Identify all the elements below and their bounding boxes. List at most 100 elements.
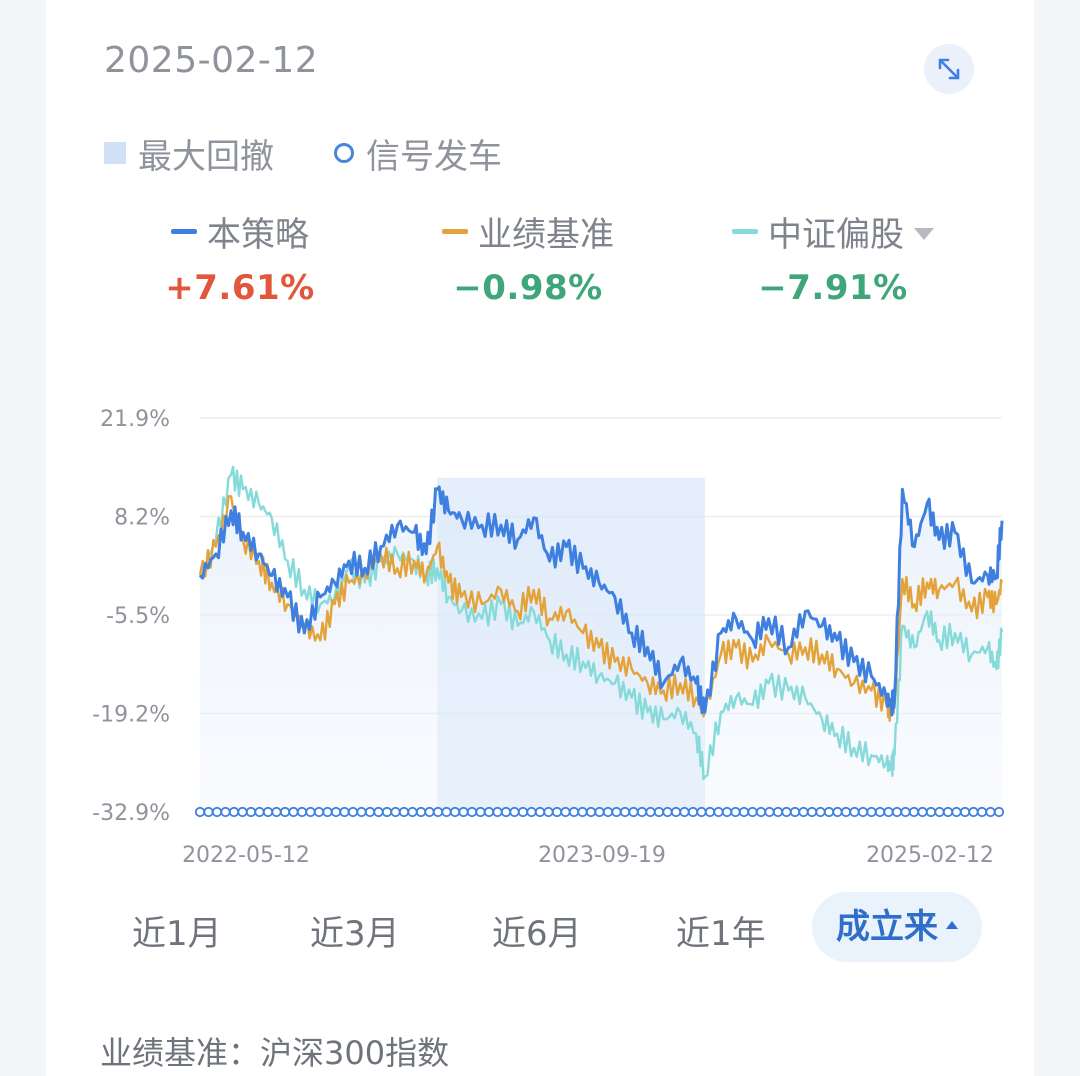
series-summary-fund-index[interactable]: 中证偏股 −7.91% (708, 208, 958, 308)
signal-marker (432, 806, 444, 818)
signal-marker (475, 806, 486, 818)
series-return: +7.61% (165, 268, 315, 308)
signal-marker (925, 806, 937, 818)
period-3m-tab[interactable]: 近3月 (310, 914, 400, 954)
benchmark-note: 业绩基准：沪深300指数 (100, 1034, 450, 1072)
series-line-strategy (198, 485, 1004, 717)
signal-marker (713, 806, 724, 818)
signal-marker (849, 806, 860, 818)
signal-marker (917, 806, 928, 818)
signal-marker (449, 806, 461, 818)
period-6m-tab[interactable]: 近6月 (492, 914, 582, 954)
expand-button[interactable] (924, 44, 974, 94)
signal-marker (985, 806, 996, 818)
signal-marker (339, 806, 350, 818)
signal-marker (237, 806, 248, 818)
signal-marker (942, 806, 954, 818)
signal-marker (959, 806, 971, 818)
signal-marker (602, 806, 614, 818)
signal-marker (721, 806, 733, 818)
signal-marker (832, 806, 843, 818)
signal-marker (322, 806, 333, 818)
signal-marker (509, 806, 520, 818)
signal-marker (857, 806, 869, 818)
signal-marker (364, 806, 376, 818)
signal-marker (381, 806, 393, 818)
x-tick-label: 2025-02-12 (866, 843, 994, 868)
signal-marker (407, 806, 418, 818)
signal-marker (211, 806, 223, 818)
signal-departure-label: 信号发车 (366, 136, 502, 177)
signal-marker (789, 806, 801, 818)
signal-marker (679, 806, 690, 818)
series-summary-benchmark[interactable]: 业绩基准 −0.98% (418, 208, 638, 308)
signal-marker (628, 806, 639, 818)
series-name: 中证偏股 (768, 214, 904, 255)
signal-marker (993, 806, 1005, 818)
signal-marker (764, 806, 775, 818)
signal-marker (254, 806, 265, 818)
expand-arrows-icon (938, 58, 960, 80)
signal-marker (900, 806, 911, 818)
signal-marker (687, 806, 699, 818)
signal-marker (755, 806, 767, 818)
period-1y-tab[interactable]: 近1年 (676, 914, 766, 954)
performance-line-chart: 21.9% 8.2% -5.5% -19.2% -32.9% 2022-05-12 202… (92, 407, 1005, 868)
signal-marker (968, 806, 979, 818)
signal-marker (458, 806, 469, 818)
signal-marker (330, 806, 342, 818)
signal-marker (653, 806, 665, 818)
signal-marker (934, 806, 945, 818)
square-legend-icon (104, 142, 126, 164)
signal-marker (534, 806, 546, 818)
signal-marker (874, 806, 886, 818)
signal-marker (262, 806, 274, 818)
signal-marker (908, 806, 920, 818)
signal-marker (577, 806, 588, 818)
signal-marker (696, 806, 707, 818)
signal-marker (313, 806, 325, 818)
period-since-inception-tab[interactable]: 成立来 (812, 892, 982, 962)
signal-marker (883, 806, 894, 818)
signal-marker (543, 806, 554, 818)
y-tick-label: 21.9% (100, 407, 170, 432)
strategy-line-swatch (171, 228, 197, 234)
signal-markers-row (194, 806, 1005, 818)
signal-marker (415, 806, 427, 818)
signal-marker (781, 806, 792, 818)
signal-marker (356, 806, 367, 818)
signal-marker (373, 806, 384, 818)
signal-marker (747, 806, 758, 818)
series-return: −0.98% (453, 268, 603, 308)
period-selector: 近1月 近3月 近6月 近1年 成立来 (0, 892, 1080, 972)
x-tick-label: 2022-05-12 (182, 843, 310, 868)
signal-marker (347, 806, 359, 818)
signal-marker (271, 806, 282, 818)
signal-departure-toggle[interactable]: 信号发车 (334, 128, 502, 178)
signal-marker (203, 806, 214, 818)
signal-marker (551, 806, 563, 818)
signal-marker (466, 806, 478, 818)
signal-marker (585, 806, 597, 818)
x-tick-label: 2023-09-19 (538, 843, 666, 868)
max-drawdown-label: 最大回撤 (138, 136, 274, 177)
series-name: 本策略 (207, 214, 309, 255)
signal-marker (220, 806, 231, 818)
signal-marker (951, 806, 962, 818)
since-inception-label: 成立来 (836, 907, 938, 947)
signal-marker (798, 806, 809, 818)
dropdown-caret-icon[interactable] (914, 228, 934, 240)
signal-marker (500, 806, 512, 818)
signal-marker (866, 806, 877, 818)
max-drawdown-toggle[interactable]: 最大回撤 (104, 128, 274, 178)
signal-marker (441, 806, 452, 818)
signal-marker (738, 806, 750, 818)
signal-marker (815, 806, 826, 818)
signal-marker (245, 806, 257, 818)
signal-marker (228, 806, 240, 818)
signal-marker (976, 806, 988, 818)
period-1m-tab[interactable]: 近1月 (132, 914, 222, 954)
signal-marker (891, 806, 903, 818)
signal-marker (806, 806, 818, 818)
series-summary-strategy[interactable]: 本策略 +7.61% (150, 208, 330, 309)
